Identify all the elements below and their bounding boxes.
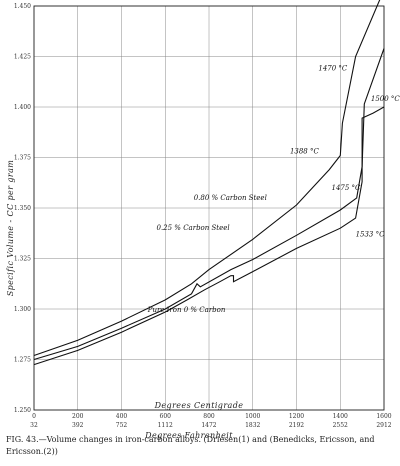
x-tick-label-centigrade: 1200 [289,413,304,420]
x-tick-label-centigrade: 200 [72,413,84,420]
x-tick-label-fahrenheit: 32 [30,422,38,429]
annotation-label: 1470 °C [318,65,348,73]
x-tick-label-centigrade: 1600 [376,413,391,420]
annotation-label: 0.80 % Carbon Steel [194,194,267,202]
annotation-label: Pure Iron 0 % Carbon [147,306,226,314]
y-tick-label: 1.250 [14,407,31,414]
x-tick-label-centigrade: 600 [160,413,172,420]
annotation-label: 1388 °C [290,147,320,155]
series-line-3 [33,0,381,357]
x-tick-label-centigrade: 1000 [245,413,260,420]
annotation-label: 1500 °C [371,95,400,103]
x-tick-label-centigrade: 800 [203,413,215,420]
x-tick-label-fahrenheit: 1472 [201,422,216,429]
y-tick-labels: 1.250 1.275 1.300 1.325 1.350 1.375 1.400 1.425… [14,3,31,414]
x-axis-title-fahrenheit: Degrees Fahrenheit [144,431,233,440]
x-tick-label-fahrenheit: 2192 [289,422,304,429]
y-tick-label: 1.400 [14,104,31,111]
series-line-2 [33,48,385,361]
x-tick-label-fahrenheit: 1112 [158,422,173,429]
x-tick-label-centigrade: 400 [116,413,128,420]
x-tick-labels: 0 200 400 600 800 1000 1200 1400 1600 32 392 752 111… [30,413,392,429]
y-tick-label: 1.375 [14,155,31,162]
y-tick-label: 1.275 [14,357,31,364]
figure-caption: FIG. 43.—Volume changes in iron-carbon a… [6,435,375,456]
annotation-label: 0.25 % Carbon Steel [157,224,230,232]
annotation-label: 1475 °C [332,184,362,192]
y-tick-label: 1.450 [14,3,31,10]
x-tick-label-fahrenheit: 2912 [376,422,391,429]
annotations: 1470 °C 1500 °C 1388 °C 1475 °C 1533 °C 0.80 … [147,65,400,314]
x-tick-label-fahrenheit: 752 [116,422,128,429]
x-tick-label-fahrenheit: 1832 [245,422,260,429]
annotation-label: 1533 °C [356,230,386,238]
y-tick-label: 1.300 [14,306,31,313]
x-tick-label-fahrenheit: 2552 [333,422,348,429]
y-tick-label: 1.425 [14,54,31,61]
y-tick-label: 1.350 [14,205,31,212]
y-tick-label: 1.325 [14,256,31,263]
x-tick-label-centigrade: 0 [32,413,36,420]
x-tick-label-centigrade: 1400 [333,413,348,420]
y-axis-title: Specific Volume - CC per gram [6,160,15,297]
series-group [33,0,385,366]
plot-frame [33,5,385,411]
x-tick-label-fahrenheit: 392 [72,422,84,429]
x-axis-title-centigrade: Degrees Centigrade [154,401,244,410]
series-line-1 [33,106,385,366]
